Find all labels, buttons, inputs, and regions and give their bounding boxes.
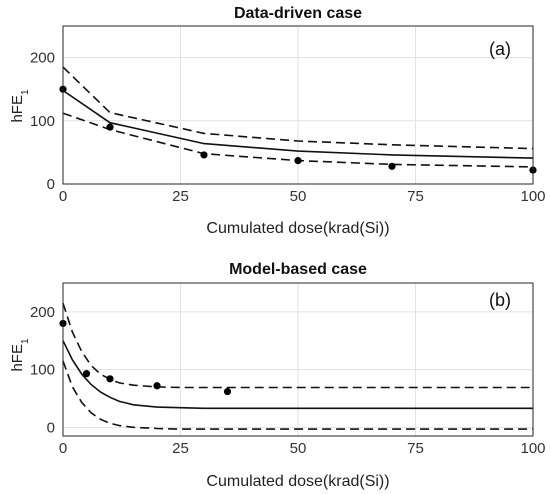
- bound-line: [62, 112, 534, 168]
- x-tick-label: 75: [407, 440, 424, 457]
- y-tick-label: 200: [30, 50, 55, 67]
- mean-line: [62, 340, 533, 410]
- tick-labels: 0 25 50 75 100 0 100 200: [30, 50, 546, 205]
- data-point: [153, 382, 161, 390]
- x-tick-label: 100: [520, 188, 545, 205]
- data-point: [223, 387, 232, 396]
- data-point: [294, 157, 302, 165]
- panel-data-driven: Data-driven case 0 25 50 75 100 0 100 200 Cumul…: [9, 5, 546, 237]
- x-tick-label: 25: [172, 440, 189, 457]
- tick-labels: 0 25 50 75 100 0 100 200: [30, 304, 546, 457]
- x-tick-label: 50: [290, 188, 307, 205]
- panel-model-based: Model-based case 0 25 50 75 100 0 100 200 Cumul…: [9, 261, 546, 490]
- y-tick-label: 100: [30, 113, 55, 130]
- plot-frame: [62, 282, 534, 437]
- grid: [62, 283, 534, 436]
- x-tick-label: 100: [520, 440, 545, 457]
- y-tick-label: 0: [47, 176, 55, 193]
- plot-frame: [62, 25, 534, 185]
- chart-title: Data-driven case: [234, 5, 362, 22]
- data-point: [106, 123, 114, 131]
- y-axis-label: hFE1: [9, 89, 31, 123]
- chart-title: Model-based case: [229, 261, 367, 278]
- panel-annotation: (a): [489, 39, 511, 59]
- bound-line: [62, 302, 533, 389]
- x-axis-label: Cumulated dose(krad(Si)): [206, 473, 389, 490]
- x-tick-label: 0: [59, 440, 67, 457]
- data-point: [388, 162, 396, 170]
- x-tick-label: 75: [407, 188, 424, 205]
- data-point: [200, 151, 208, 159]
- data-point: [106, 375, 114, 383]
- x-tick-label: 25: [172, 188, 189, 205]
- y-tick-label: 200: [30, 304, 55, 321]
- data-point: [82, 370, 91, 378]
- series-group: [59, 66, 537, 174]
- x-tick-label: 50: [290, 440, 307, 457]
- panel-annotation: (b): [489, 290, 511, 310]
- mean-line: [62, 89, 534, 159]
- y-axis-label: hFE1: [9, 338, 31, 372]
- series-group: [59, 302, 533, 430]
- x-axis-label: Cumulated dose(krad(Si)): [206, 220, 389, 237]
- y-tick-label: 100: [30, 362, 55, 379]
- y-tick-label: 0: [47, 419, 55, 436]
- bound-line: [62, 360, 533, 430]
- x-tick-label: 0: [59, 188, 67, 205]
